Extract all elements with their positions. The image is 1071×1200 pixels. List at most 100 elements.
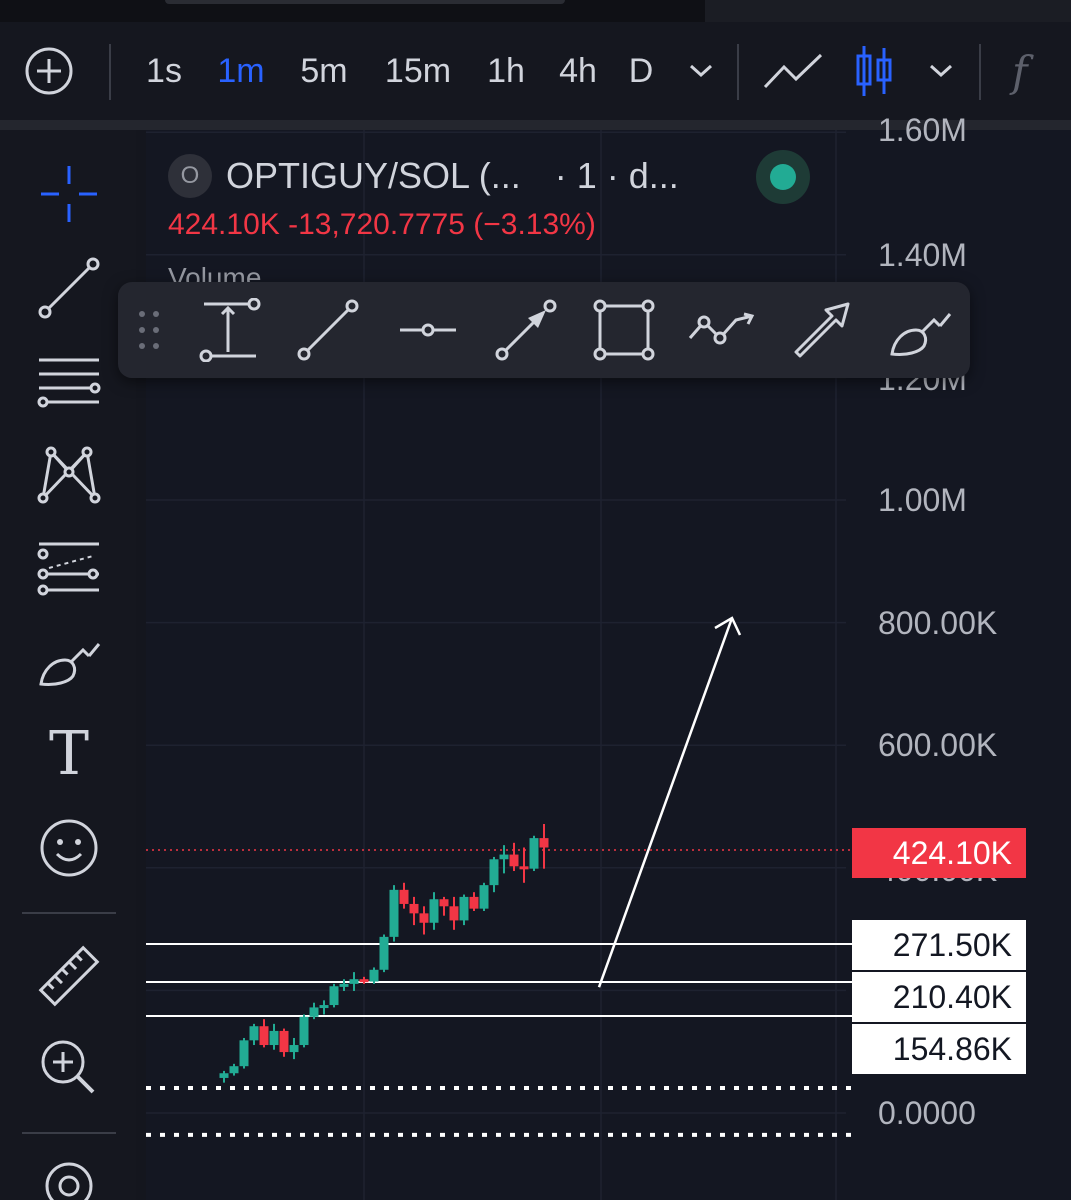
candle-body bbox=[399, 889, 409, 904]
horizontal-lines-icon bbox=[37, 358, 101, 408]
prediction-icon bbox=[37, 542, 99, 596]
interval-15m[interactable]: 15m bbox=[384, 51, 452, 90]
zoom-in-tool[interactable] bbox=[22, 1028, 116, 1108]
brush-tool[interactable] bbox=[882, 292, 958, 368]
top-strip bbox=[0, 0, 1071, 22]
candle-body bbox=[299, 1016, 309, 1046]
interval-5m[interactable]: 5m bbox=[300, 51, 348, 90]
emoji-tool[interactable] bbox=[22, 808, 116, 888]
horizontal-ray-tool[interactable] bbox=[390, 292, 466, 368]
chart-legend: O OPTIGUY/SOL (... · 1 · d... bbox=[168, 148, 810, 204]
trend-line-tool[interactable] bbox=[290, 292, 366, 368]
horizontal-ray-icon bbox=[400, 323, 456, 337]
interval-1m[interactable]: 1m bbox=[217, 51, 265, 90]
interval-1s[interactable]: 1s bbox=[146, 51, 182, 90]
path-icon bbox=[688, 312, 755, 345]
level-price-tag[interactable]: 210.40K bbox=[852, 972, 1026, 1022]
magnet-icon bbox=[45, 1162, 93, 1200]
price-axis-label: 1.00M bbox=[878, 482, 967, 518]
candle-body bbox=[529, 838, 539, 869]
chevron-down-icon bbox=[689, 64, 713, 78]
candle-body bbox=[409, 903, 419, 914]
candle-body bbox=[269, 1030, 279, 1046]
window-handle bbox=[165, 0, 565, 4]
price-axis-label: 0.0000 bbox=[878, 1095, 976, 1131]
arrow-icon bbox=[794, 302, 850, 358]
candle-body bbox=[539, 838, 549, 848]
last-price-tag: 424.10K bbox=[852, 828, 1026, 878]
status-dot-icon bbox=[770, 164, 796, 190]
horizontal-lines-tool[interactable] bbox=[22, 342, 116, 422]
toolbar-divider bbox=[0, 120, 1071, 130]
path-tool[interactable] bbox=[684, 292, 760, 368]
floating-drawing-toolbar bbox=[118, 282, 970, 378]
trend-line-icon bbox=[38, 257, 100, 319]
candle-body bbox=[319, 1005, 329, 1009]
arrow-tool[interactable] bbox=[784, 292, 860, 368]
crosshair-icon bbox=[41, 166, 97, 222]
candle-body bbox=[439, 899, 449, 907]
plus-circle-icon bbox=[25, 47, 73, 95]
level-price-tag[interactable]: 154.86K bbox=[852, 1024, 1026, 1074]
chart-type-dropdown[interactable] bbox=[922, 22, 960, 120]
candle-body bbox=[489, 859, 499, 886]
text-tool[interactable]: T bbox=[22, 714, 116, 794]
ruler-tool[interactable] bbox=[22, 936, 116, 1016]
chevron-down-icon bbox=[929, 64, 953, 78]
candle-body bbox=[459, 896, 469, 921]
symbol-name[interactable]: OPTIGUY/SOL (... bbox=[226, 155, 521, 196]
drag-handle-icon[interactable] bbox=[136, 308, 162, 352]
brush-tool[interactable] bbox=[22, 620, 116, 700]
toolbar-separator bbox=[109, 44, 111, 100]
candle-body bbox=[239, 1040, 249, 1067]
candle-body bbox=[309, 1007, 319, 1017]
add-symbol-button[interactable] bbox=[20, 22, 78, 120]
candle-body bbox=[449, 906, 459, 921]
prediction-tool[interactable] bbox=[22, 528, 116, 608]
trend-line-icon bbox=[297, 299, 359, 361]
ruler-icon bbox=[38, 945, 100, 1007]
candle-body bbox=[229, 1066, 239, 1074]
symbol-interval-info: · 1 · d... bbox=[554, 155, 679, 196]
brush-icon bbox=[39, 643, 101, 686]
interval-dropdown[interactable] bbox=[682, 22, 720, 120]
rectangle-tool[interactable] bbox=[586, 292, 662, 368]
candle-body bbox=[419, 913, 429, 923]
price-axis-label: 1.40M bbox=[878, 237, 967, 273]
candles-button[interactable] bbox=[848, 22, 900, 120]
crosshair-tool[interactable] bbox=[22, 154, 116, 234]
candle-body bbox=[369, 969, 379, 982]
candle-body bbox=[499, 854, 509, 860]
candle-body bbox=[279, 1030, 289, 1053]
market-status-indicator[interactable] bbox=[756, 150, 810, 204]
candle-body bbox=[359, 979, 369, 983]
candle-body bbox=[219, 1073, 229, 1078]
line-chart-button[interactable] bbox=[760, 22, 826, 120]
price-range-icon bbox=[199, 298, 261, 362]
left-drawing-sidebar: T bbox=[0, 130, 136, 1200]
candle-body bbox=[429, 899, 439, 923]
emoji-icon bbox=[40, 819, 98, 877]
candle-body bbox=[479, 885, 489, 909]
arrow-line-icon bbox=[495, 299, 557, 361]
level-price-tag[interactable]: 271.50K bbox=[852, 920, 1026, 970]
status-strip bbox=[705, 0, 1071, 22]
pattern-tool[interactable] bbox=[22, 434, 116, 514]
magnet-tool[interactable] bbox=[22, 1154, 116, 1200]
brush-icon bbox=[890, 313, 952, 356]
trend-line-tool[interactable] bbox=[22, 248, 116, 328]
indicators-button[interactable]: f bbox=[1012, 22, 1071, 120]
interval-4h[interactable]: 4h bbox=[559, 51, 597, 90]
candle-body bbox=[349, 979, 359, 984]
price-range-tool[interactable] bbox=[192, 292, 268, 368]
sidebar-separator bbox=[22, 1132, 116, 1134]
candle-body bbox=[379, 936, 389, 970]
trend-arrow-head bbox=[714, 616, 742, 636]
fx-icon: f bbox=[1012, 46, 1028, 96]
legend-price-change: 424.10K -13,720.7775 (−3.13%) bbox=[168, 208, 596, 241]
interval-1h[interactable]: 1h bbox=[487, 51, 525, 90]
interval-d[interactable]: D bbox=[628, 51, 654, 90]
text-tool-icon: T bbox=[48, 719, 90, 789]
symbol-logo: O bbox=[168, 154, 212, 198]
arrow-line-tool[interactable] bbox=[488, 292, 564, 368]
